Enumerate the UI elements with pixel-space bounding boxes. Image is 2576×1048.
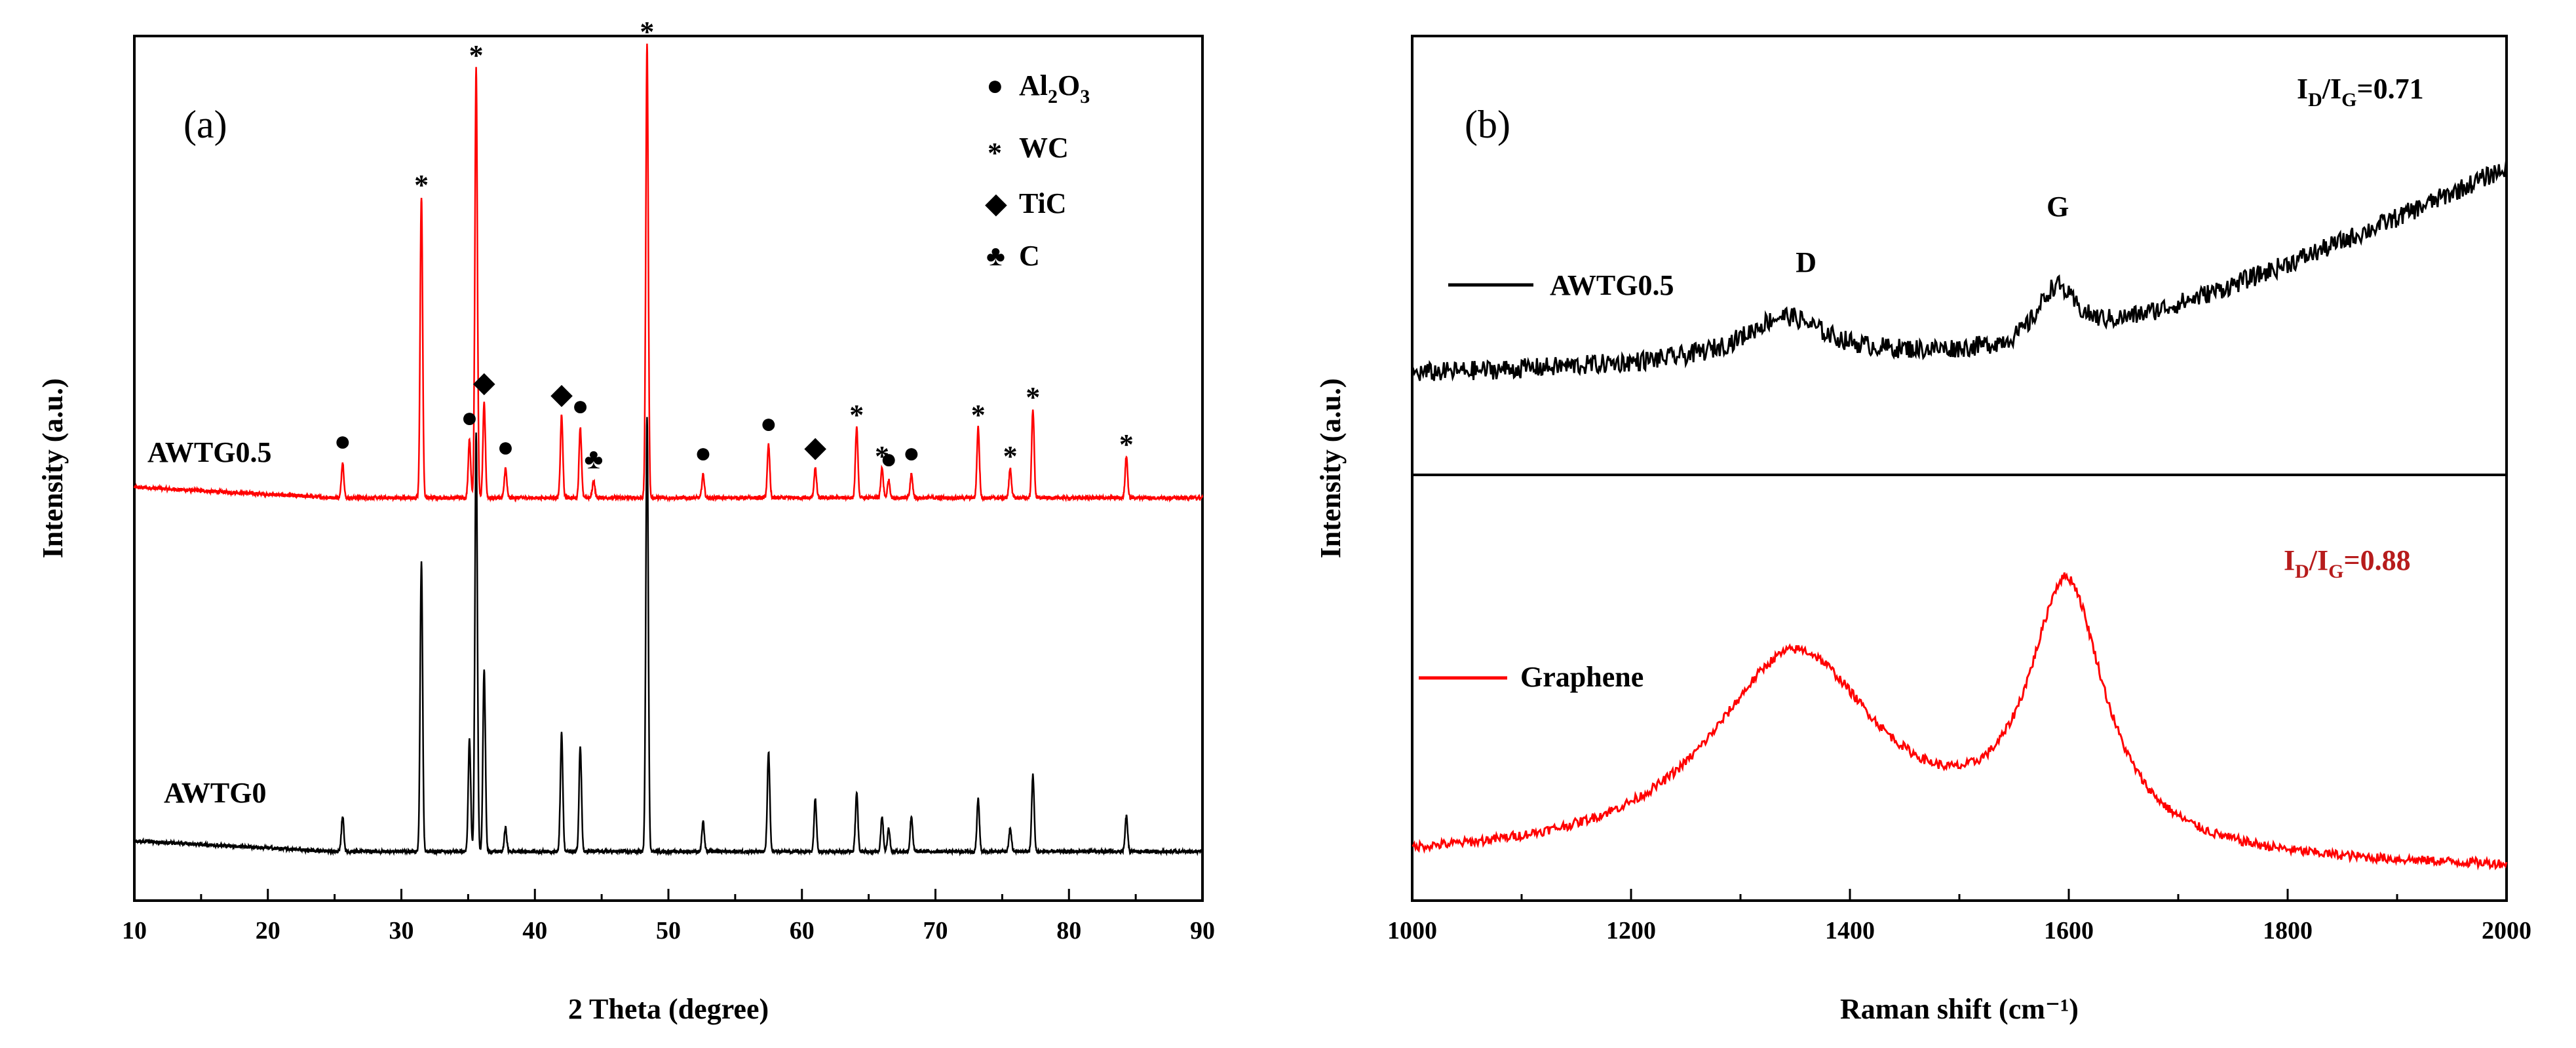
raman-tick-label: 1200 (1606, 917, 1656, 945)
xrd-label-awtg05: AWTG0.5 (147, 436, 271, 468)
raman-tick-label: 1600 (2044, 917, 2094, 945)
legend-tic-symbol: ◆ (985, 187, 1007, 219)
panel-b-frame (1411, 35, 2508, 902)
ratio-graphene: ID/IG=0.88 (2284, 544, 2411, 582)
raman-legend-graphene-text: Graphene (1520, 661, 1644, 693)
raman-y-axis-title: Intensity (a.u.) (1315, 378, 1347, 558)
raman-band-g-label: G (2047, 191, 2069, 223)
legend-c-symbol: ♣ (986, 240, 1005, 272)
legend-al2o3-text: Al2O3 (1019, 69, 1090, 107)
xrd-peak-marker: * (640, 16, 654, 48)
legend-wc: * WC (988, 132, 1069, 169)
raman-x-axis: 1000 1200 1400 1600 1800 2000 (1387, 889, 2531, 945)
xrd-peak-marker: * (1119, 428, 1134, 460)
raman-trace-awtg05 (1411, 157, 2508, 382)
raman-x-axis-title: Raman shift (cm⁻¹) (1840, 993, 2079, 1025)
legend-tic: ◆ TiC (985, 187, 1067, 219)
xrd-label-awtg0: AWTG0 (164, 777, 266, 809)
xrd-peak-marker: ◆ (473, 366, 495, 398)
xrd-tick-label: 80 (1056, 917, 1081, 945)
xrd-trace-awtg0 (134, 417, 1204, 857)
xrd-tick-label: 30 (389, 917, 414, 945)
ratio-awtg05: ID/IG=0.71 (2297, 73, 2424, 111)
xrd-tick-label: 70 (923, 917, 948, 945)
xrd-peak-marker: * (971, 399, 986, 431)
xrd-legend: ● Al2O3 * WC ◆ TiC ♣ C (985, 69, 1090, 272)
raman-legend-graphene: Graphene (1419, 661, 1644, 693)
xrd-peak-marker: * (849, 399, 864, 431)
panel-a-frame (133, 35, 1204, 902)
raman-tick-label: 1000 (1387, 917, 1437, 945)
xrd-peak-marker: ◆ (550, 378, 573, 410)
raman-band-d-label: D (1796, 246, 1817, 278)
raman-tick-label: 1800 (2263, 917, 2313, 945)
xrd-peak-marker: ● (695, 437, 712, 469)
xrd-peak-markers: ●*●*◆●◆●♣*●●◆**● ●**** (334, 16, 1134, 475)
raman-tick-label: 1400 (1825, 917, 1875, 945)
xrd-y-axis-title: Intensity (a.u.) (37, 378, 69, 558)
xrd-peak-marker: ♣ (584, 443, 603, 475)
xrd-peak-marker: * (1026, 381, 1040, 413)
legend-tic-text: TiC (1019, 187, 1067, 219)
xrd-traces (133, 43, 1204, 857)
legend-wc-symbol: * (988, 137, 1002, 169)
panel-b-label: (b) (1465, 103, 1510, 146)
panel-a: (a) 10 20 30 40 50 60 70 80 90 ●*●*◆●◆●♣*●●◆**● ●… (37, 16, 1215, 1025)
raman-legend-awtg05: AWTG0.5 (1448, 269, 1674, 301)
xrd-trace-awtg05 (133, 43, 1204, 503)
legend-c: ♣ C (986, 240, 1040, 272)
panel-a-label: (a) (183, 103, 227, 146)
xrd-tick-label: 20 (256, 917, 280, 945)
xrd-peak-marker: ◆ (804, 431, 826, 463)
raman-trace-graphene (1412, 572, 2508, 871)
xrd-tick-label: 90 (1190, 917, 1215, 945)
panel-b: (b) 1000 1200 1400 1600 1800 2000 D G AWTG0.5… (1315, 35, 2531, 1025)
xrd-peak-marker: ● (880, 443, 898, 475)
xrd-tick-label: 10 (122, 917, 147, 945)
xrd-peak-marker: ● (334, 425, 352, 457)
xrd-tick-label: 60 (790, 917, 815, 945)
xrd-peak-marker: ● (903, 437, 921, 469)
raman-legend-awtg05-text: AWTG0.5 (1550, 269, 1674, 301)
xrd-x-axis-title: 2 Theta (degree) (568, 993, 769, 1025)
xrd-peak-marker: ● (461, 402, 478, 434)
legend-c-text: C (1019, 240, 1040, 272)
xrd-peak-marker: * (414, 169, 429, 201)
legend-al2o3: ● Al2O3 (986, 69, 1090, 107)
xrd-tick-label: 40 (522, 917, 547, 945)
xrd-peak-marker: ● (497, 431, 514, 463)
xrd-tick-label: 50 (656, 917, 681, 945)
raman-tick-label: 2000 (2482, 917, 2531, 945)
xrd-x-axis: 10 20 30 40 50 60 70 80 90 (122, 889, 1215, 945)
xrd-peak-marker: * (875, 440, 889, 472)
xrd-peak-marker: ● (760, 407, 778, 440)
xrd-peak-marker: * (1003, 440, 1018, 472)
legend-al2o3-symbol: ● (986, 69, 1004, 102)
xrd-peak-marker: * (469, 39, 484, 71)
legend-wc-text: WC (1019, 132, 1069, 164)
raman-traces (1411, 157, 2508, 871)
xrd-peak-marker: ● (571, 390, 589, 422)
